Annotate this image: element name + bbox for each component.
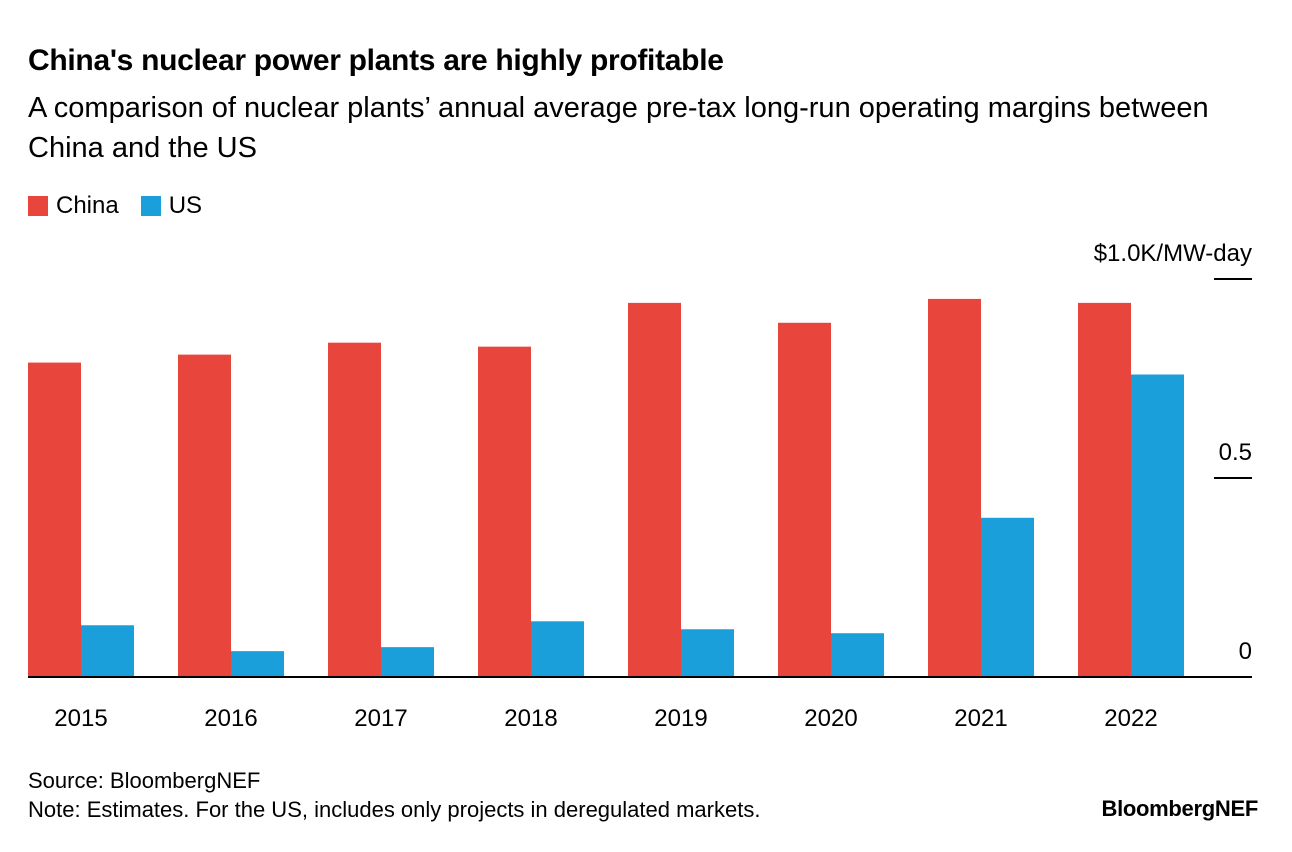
legend-label-us: US xyxy=(168,192,203,219)
bar-china-2017 xyxy=(328,342,381,677)
bar-us-2015 xyxy=(81,625,134,677)
chart-subtitle: A comparison of nuclear plants’ annual a… xyxy=(28,92,1209,164)
x-tick-label: 2016 xyxy=(204,705,257,732)
y-tick-label: 0 xyxy=(1239,638,1252,665)
bar-china-2022 xyxy=(1078,302,1131,677)
bar-china-2019 xyxy=(628,302,681,677)
bar-us-2021 xyxy=(981,517,1034,677)
x-tick-label: 2017 xyxy=(354,705,407,732)
bar-us-2017 xyxy=(381,647,434,677)
x-tick-label: 2019 xyxy=(654,705,707,732)
bar-us-2016 xyxy=(231,651,284,677)
legend: China US xyxy=(28,192,224,220)
note-text: Note: Estimates. For the US, includes on… xyxy=(28,797,761,822)
legend-swatch-china xyxy=(28,196,48,216)
bar-china-2016 xyxy=(178,354,231,677)
bar-us-2020 xyxy=(831,633,884,677)
legend-label-china: China xyxy=(56,192,119,219)
bar-china-2020 xyxy=(778,322,831,677)
bar-china-2015 xyxy=(28,362,81,677)
x-tick-label: 2022 xyxy=(1104,705,1157,732)
x-tick-label: 2015 xyxy=(54,705,107,732)
chart-title: China's nuclear power plants are highly … xyxy=(28,44,724,77)
y-tick-label: $1.0K/MW-day xyxy=(1094,240,1252,267)
brand-logo: BloombergNEF xyxy=(1101,796,1258,821)
source-text: Source: BloombergNEF xyxy=(28,768,261,793)
x-tick-label: 2021 xyxy=(954,705,1007,732)
x-tick-label: 2018 xyxy=(504,705,557,732)
footnotes: Source: BloombergNEF Note: Estimates. Fo… xyxy=(28,766,760,824)
legend-swatch-us xyxy=(140,196,161,216)
y-tick-label: 0.5 xyxy=(1219,439,1252,466)
bar-us-2022 xyxy=(1131,374,1184,677)
bar-china-2021 xyxy=(928,298,981,677)
bar-china-2018 xyxy=(478,346,531,677)
bar-us-2019 xyxy=(681,629,734,677)
bar-us-2018 xyxy=(531,621,584,677)
x-tick-label: 2020 xyxy=(804,705,857,732)
